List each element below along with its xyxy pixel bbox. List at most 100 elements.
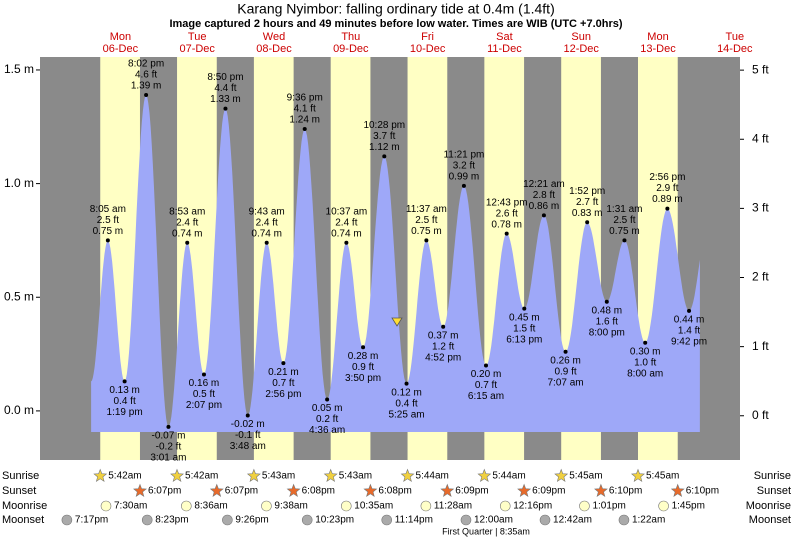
tide-time: 9:43 am: [249, 206, 285, 217]
sunset-time: 6:08pm: [302, 486, 335, 497]
tide-point: [302, 127, 307, 132]
tide-ft-label: 0.4 ft: [395, 398, 417, 409]
moonset-time: 1:22am: [632, 515, 665, 526]
tide-m-label: 0.16 m: [189, 378, 220, 389]
tide-ft-label: 0.9 ft: [554, 366, 576, 377]
moonrise-time: 1:01pm: [592, 501, 625, 512]
tide-ft-label: -0.2 ft: [156, 441, 182, 452]
y-tick-label: 0.0 m: [4, 403, 34, 417]
day-name: Fri: [421, 31, 434, 43]
day-date: 11-Dec: [487, 43, 522, 55]
moonrise-time: 10:35am: [354, 501, 393, 512]
moon-icon: [301, 514, 313, 526]
subtitle: Image captured 2 hours and 49 minutes be…: [169, 18, 622, 30]
tide-point: [622, 238, 627, 243]
tide-ft-label: 2.5 ft: [613, 215, 635, 226]
sunset-time: 6:07pm: [225, 486, 258, 497]
tide-time: 8:02 pm: [128, 59, 164, 70]
moonset-time: 12:42am: [553, 515, 592, 526]
moon-icon: [181, 500, 192, 512]
moonset-time: 9:26pm: [235, 515, 268, 526]
moon-icon: [340, 500, 352, 512]
tide-point: [504, 231, 509, 236]
sunset-time: 6:10pm: [686, 486, 719, 497]
tide-ft-label: 3.7 ft: [373, 131, 395, 142]
day-name: Sun: [571, 31, 591, 43]
tide-ft-label: 0.7 ft: [272, 378, 294, 389]
y-tick-label: 0.5 m: [4, 289, 34, 303]
tide-ft-label: 0.9 ft: [352, 362, 374, 373]
tide-point: [281, 361, 286, 366]
day-name: Thu: [341, 31, 360, 43]
moon-icon: [499, 500, 511, 512]
sunrise-time: 5:42am: [185, 471, 218, 482]
tide-m-label: 0.30 m: [630, 346, 661, 357]
tide-point: [424, 238, 429, 243]
tide-point: [325, 397, 330, 402]
tide-point: [223, 106, 228, 111]
tide-time: 2:56 pm: [649, 172, 685, 183]
sunrise-time: 5:43am: [262, 471, 295, 482]
moonset-time: 12:00am: [474, 515, 513, 526]
day-date: 08-Dec: [256, 43, 292, 55]
tide-m-label: 0.26 m: [550, 355, 581, 366]
tide-point: [105, 238, 110, 243]
moon-icon: [658, 500, 669, 512]
sun-icon: [440, 483, 455, 497]
day-name: Sat: [496, 31, 513, 43]
day-date: 13-Dec: [640, 43, 676, 55]
tide-m-label: -0.02 m: [231, 419, 265, 430]
tide-m-label: -0.07 m: [152, 430, 186, 441]
tide-time: 1:52 pm: [569, 186, 605, 197]
tide-m-label: 0.37 m: [428, 330, 459, 341]
tide-m-label: 1.39 m: [131, 81, 162, 92]
tide-m-label: 0.74 m: [251, 228, 282, 239]
sun-icon: [246, 468, 261, 482]
day-name: Mon: [110, 31, 131, 43]
tide-time: 3:50 pm: [345, 373, 381, 384]
sun-icon: [477, 468, 492, 482]
sun-icon: [93, 468, 108, 482]
tide-time: 11:21 pm: [443, 150, 484, 161]
tide-m-label: 0.28 m: [348, 351, 379, 362]
row-label: Sunset: [2, 485, 36, 497]
tide-point: [404, 381, 409, 386]
sunrise-time: 5:42am: [108, 471, 141, 482]
tide-time: 10:28 pm: [363, 120, 405, 131]
sunset-time: 6:10pm: [609, 486, 642, 497]
moonset-time: 7:17pm: [75, 515, 108, 526]
moon-icon: [539, 514, 551, 526]
moonrise-time: 7:30am: [114, 501, 147, 512]
tide-point: [484, 363, 488, 368]
tide-m-label: 0.44 m: [674, 315, 705, 326]
row-label: Moonset: [749, 514, 791, 526]
moonrise-time: 11:28am: [434, 501, 472, 512]
sunrise-time: 5:45am: [569, 471, 602, 482]
moonrise-time: 12:16pm: [513, 501, 552, 512]
sunrise-time: 5:44am: [492, 471, 525, 482]
tide-time: 8:00 am: [627, 368, 663, 379]
tide-m-label: 0.12 m: [391, 387, 422, 398]
tide-m-label: 0.21 m: [268, 367, 299, 378]
day-name: Tue: [188, 31, 207, 43]
tide-time: 11:37 am: [406, 204, 447, 215]
sunset-time: 6:09pm: [455, 486, 488, 497]
tide-point: [382, 154, 387, 159]
tide-point: [144, 92, 149, 97]
tide-ft-label: 1.5 ft: [513, 323, 535, 334]
tide-m-label: 0.74 m: [172, 228, 203, 239]
tide-point: [185, 240, 190, 245]
moon-icon: [100, 500, 112, 512]
tide-ft-label: 2.8 ft: [533, 190, 555, 201]
tide-ft-label: 2.4 ft: [335, 217, 357, 228]
sun-icon: [400, 468, 415, 482]
tide-point: [665, 206, 670, 211]
now-marker: [391, 317, 403, 327]
tide-m-label: 0.05 m: [312, 403, 343, 414]
tide-m-label: 0.83 m: [572, 208, 603, 219]
tide-m-label: 1.12 m: [369, 142, 400, 153]
tide-time: 2:56 pm: [265, 389, 301, 400]
tide-m-label: 1.24 m: [289, 115, 320, 126]
sun-icon: [133, 483, 147, 497]
